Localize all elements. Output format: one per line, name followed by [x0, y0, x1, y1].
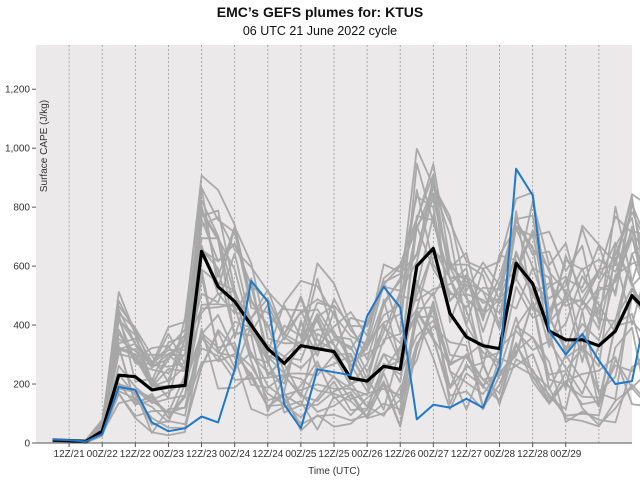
y-tick-label: 1,000 [5, 144, 30, 155]
member-line [52, 163, 640, 442]
chart-title: EMC’s GEFS plumes for: KTUS [216, 4, 424, 20]
y-tick-label: 400 [13, 321, 30, 332]
x-tick-label: 00Z/24 [219, 449, 251, 460]
member-line [52, 306, 640, 444]
mean-line [52, 246, 640, 444]
x-tick-label: 00Z/29 [550, 449, 582, 460]
member-line [52, 307, 640, 444]
x-tick-label: 12Z/23 [186, 449, 218, 460]
x-tick-label: 12Z/28 [517, 449, 549, 460]
x-tick-label: 00Z/27 [418, 449, 450, 460]
x-tick-label: 12Z/26 [385, 449, 417, 460]
member-line [52, 147, 640, 442]
x-tick-label: 00Z/23 [153, 449, 185, 460]
x-tick-label: 12Z/25 [318, 449, 350, 460]
x-tick-label: 00Z/22 [87, 449, 119, 460]
y-tick-label: 600 [13, 262, 30, 273]
x-tick-label: 00Z/28 [484, 449, 516, 460]
x-tick-label: 00Z/25 [285, 449, 317, 460]
y-tick-label: 1,200 [5, 85, 30, 96]
member-line [52, 275, 640, 444]
member-line [52, 300, 640, 443]
member-line [52, 162, 640, 443]
x-tick-label: 00Z/26 [352, 449, 384, 460]
x-tick-label: 12Z/22 [120, 449, 152, 460]
chart-subtitle: 06 UTC 21 June 2022 cycle [242, 24, 398, 38]
y-tick-label: 200 [13, 380, 30, 391]
y-tick-label: 800 [13, 203, 30, 214]
x-tick-label: 12Z/27 [451, 449, 483, 460]
control-line [52, 167, 640, 443]
x-tick-label: 12Z/24 [252, 449, 284, 460]
member-line [52, 309, 640, 444]
y-axis-label: Surface CAPE (J/kg) [39, 100, 50, 192]
y-tick-label: 0 [24, 439, 30, 450]
x-axis-label: Time (UTC) [308, 466, 360, 477]
x-tick-label: 12Z/21 [54, 449, 86, 460]
member-line [52, 232, 640, 443]
